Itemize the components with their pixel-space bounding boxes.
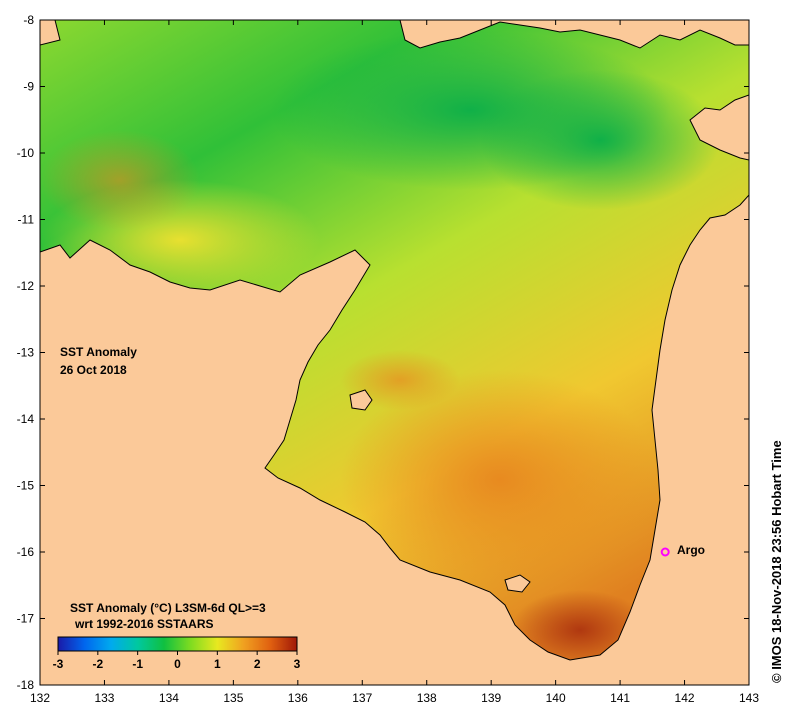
y-tick-label: -11 [18, 213, 35, 227]
y-tick-label: -12 [17, 279, 35, 293]
argo-float-marker[interactable] [660, 547, 670, 557]
x-tick-label: 138 [417, 691, 437, 705]
colorbar-tick-label: 3 [294, 657, 301, 671]
colorbar-tick-label: 0 [174, 657, 181, 671]
map-title-line1: SST Anomaly [60, 345, 137, 359]
x-tick-label: 142 [675, 691, 695, 705]
colorbar-title-line2: wrt 1992-2016 SSTAARS [74, 617, 214, 631]
latitude-axis: -8-9-10-11-12-13-14-15-16-17-18 [17, 13, 749, 692]
x-tick-label: 136 [288, 691, 308, 705]
y-tick-label: -9 [23, 80, 34, 94]
x-tick-label: 140 [546, 691, 566, 705]
x-tick-label: 134 [159, 691, 179, 705]
island-mornington [504, 574, 531, 593]
island-melville [40, 20, 61, 46]
y-tick-label: -14 [17, 412, 35, 426]
x-tick-label: 137 [352, 691, 372, 705]
longitude-axis: 132 133 134 135 136 137 138 139 140 141 142 143 [30, 20, 759, 705]
y-tick-label: -18 [17, 678, 35, 692]
colorbar-title-line1: SST Anomaly (°C) L3SM-6d QL>=3 [70, 601, 266, 615]
y-tick-label: -17 [17, 612, 35, 626]
x-tick-label: 143 [739, 691, 759, 705]
y-tick-label: -10 [17, 146, 35, 160]
colorbar [57, 636, 298, 652]
colorbar-tick-label: 1 [214, 657, 221, 671]
y-tick-label: -15 [17, 479, 35, 493]
x-tick-label: 132 [30, 691, 50, 705]
colorbar-tick-label: -3 [53, 657, 64, 671]
colorbar-tick-label: -2 [92, 657, 103, 671]
colorbar-ticks: -3 -2 -1 0 1 2 3 [53, 651, 301, 671]
y-tick-label: -13 [17, 346, 35, 360]
colorbar-tick-label: 2 [254, 657, 261, 671]
x-tick-label: 141 [610, 691, 630, 705]
y-tick-label: -8 [23, 13, 34, 27]
land-new-guinea [399, 20, 749, 49]
map-title-line2: 26 Oct 2018 [60, 363, 127, 377]
y-tick-label: -16 [17, 545, 35, 559]
imos-credit: © IMOS 18-Nov-2018 23:56 Hobart Time [769, 440, 784, 683]
land-northeast [689, 94, 749, 161]
argo-label: Argo [677, 543, 705, 557]
x-tick-label: 139 [481, 691, 501, 705]
island-groote [349, 389, 373, 411]
colorbar-tick-label: -1 [132, 657, 143, 671]
x-tick-label: 135 [223, 691, 243, 705]
land-australia [40, 194, 749, 685]
x-tick-label: 133 [94, 691, 114, 705]
